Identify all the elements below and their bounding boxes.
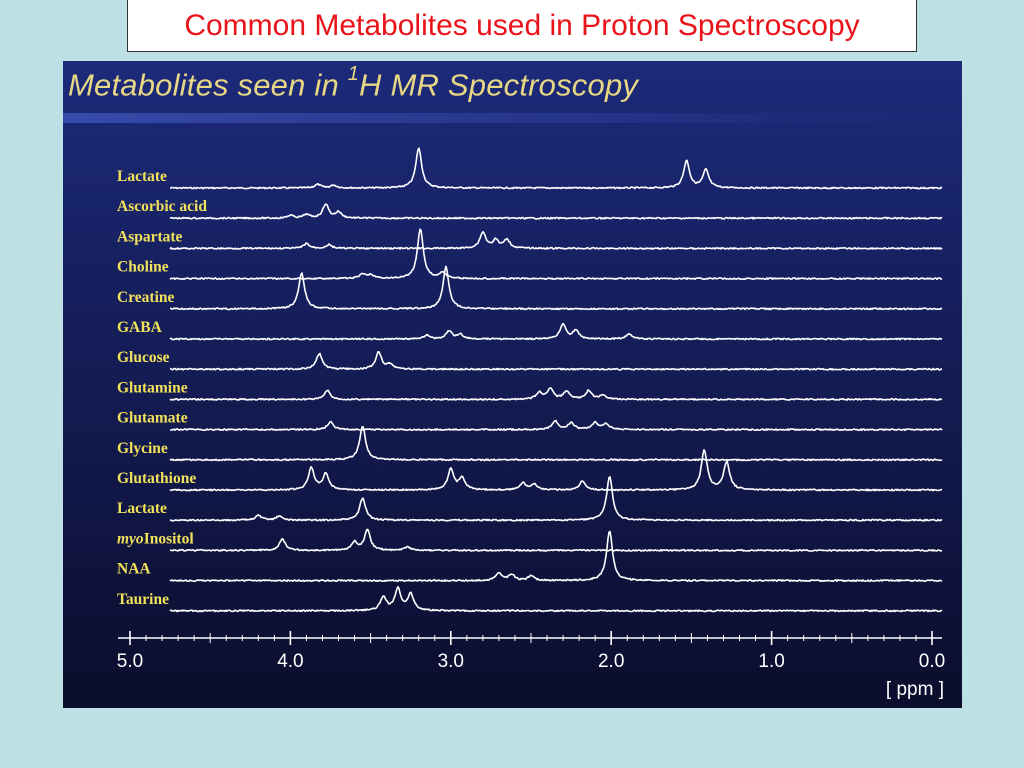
- metabolite-label-aspartate: Aspartate: [117, 228, 183, 245]
- metabolite-label-ascorbic-acid: Ascorbic acid: [117, 198, 207, 215]
- spectrum-trace-taurine: [169, 585, 942, 613]
- metabolite-label-glutamine: Glutamine: [117, 379, 188, 396]
- chart-background: [63, 61, 962, 708]
- slide-title: Common Metabolites used in Proton Spectr…: [127, 0, 917, 52]
- x-tick-label-0-0: 0.0: [919, 651, 945, 672]
- spectrum-trace-glutathione: [169, 448, 943, 492]
- x-tick-label-2-0: 2.0: [598, 651, 624, 672]
- spectrum-trace-creatine: [169, 265, 943, 311]
- x-tick-label-1-0: 1.0: [758, 651, 784, 672]
- spectrum-trace-ascorbic-acid: [169, 203, 943, 220]
- metabolite-label-glutathione: Glutathione: [117, 470, 196, 487]
- metabolite-label-glucose: Glucose: [117, 349, 170, 366]
- header-band: [63, 113, 962, 123]
- spectrum-trace-lactate: [169, 147, 943, 190]
- metabolite-label-taurine: Taurine: [117, 591, 169, 608]
- metabolite-label-lactate: Lactate: [117, 500, 167, 517]
- spectrum-trace-choline: [169, 228, 943, 281]
- spectrum-trace-glutamine: [169, 387, 943, 401]
- spectrum-trace-glycine: [169, 425, 943, 462]
- chart-title: Metabolites seen in 1H MR Spectroscopy: [68, 63, 639, 103]
- ppm-axis: 5.0 4.0 3.0 2.0 1.0 0.0 [ ppm ]: [117, 631, 945, 700]
- spectrum-trace-gaba: [169, 322, 943, 341]
- spectrum-trace-glucose: [169, 350, 943, 371]
- spectra-figure: Lactate Ascorbic acid Aspartate Choline Crea…: [63, 61, 962, 708]
- metabolite-label-creatine: Creatine: [117, 289, 175, 306]
- spectrum-trace-myoinositol: [169, 528, 943, 552]
- metabolite-label-glycine: Glycine: [117, 440, 168, 457]
- metabolite-label-choline: Choline: [117, 259, 169, 276]
- metabolite-label-naa: NAA: [117, 561, 151, 578]
- x-tick-label-4-0: 4.0: [277, 651, 303, 672]
- spectra-chart: Lactate Ascorbic acid Aspartate Choline Crea…: [63, 61, 962, 708]
- spectrum-trace-lactate: [169, 475, 943, 522]
- metabolite-labels: Lactate Ascorbic acid Aspartate Choline Crea…: [117, 168, 207, 608]
- metabolite-label-myoinositol: myoInositol: [117, 530, 194, 547]
- x-tick-label-3-0: 3.0: [438, 651, 464, 672]
- x-tick-label-5-0: 5.0: [117, 651, 143, 672]
- spectra-traces: [169, 147, 943, 613]
- spectrum-trace-aspartate: [169, 230, 943, 250]
- metabolite-label-gaba: GABA: [117, 319, 163, 336]
- x-axis-label: [ ppm ]: [886, 679, 944, 700]
- metabolite-label-lactate: Lactate: [117, 168, 167, 185]
- spectrum-trace-naa: [169, 530, 943, 583]
- metabolite-label-glutamate: Glutamate: [117, 410, 188, 427]
- spectrum-trace-glutamate: [170, 419, 943, 432]
